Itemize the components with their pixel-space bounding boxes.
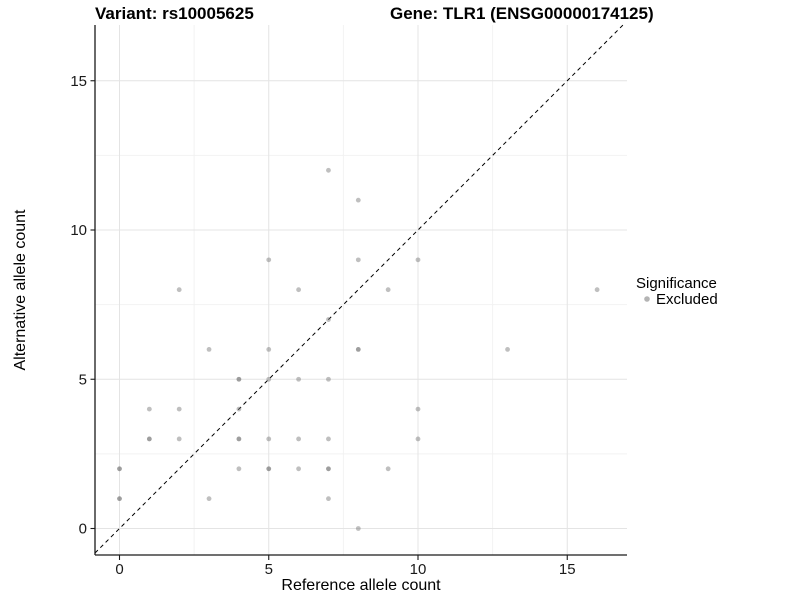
- data-point: [385, 287, 391, 293]
- x-tick-label: 5: [265, 561, 273, 578]
- data-point: [326, 167, 331, 173]
- data-point: [266, 376, 272, 382]
- data-point: [146, 406, 152, 412]
- x-tick-label: 15: [559, 561, 576, 578]
- data-point: [505, 347, 510, 352]
- data-point: [326, 496, 331, 502]
- y-tick-label: 0: [79, 521, 87, 538]
- x-axis-title: Reference allele count: [281, 577, 441, 594]
- data-point: [296, 436, 301, 442]
- legend-title: Significance: [636, 275, 717, 292]
- data-point: [236, 406, 242, 412]
- data-point: [326, 436, 331, 442]
- data-point: [415, 406, 421, 412]
- axes-layer: [94, 25, 627, 556]
- y-tick-label: 15: [70, 73, 87, 90]
- y-tick-label: 10: [70, 222, 87, 239]
- legend-key-dot: [644, 296, 650, 302]
- y-axis-title: Alternative allele count: [12, 209, 29, 371]
- x-tick-label: 0: [115, 561, 123, 578]
- legend: Significance Excluded: [636, 275, 718, 308]
- data-point: [146, 436, 152, 442]
- data-point: [355, 257, 361, 263]
- data-point: [326, 466, 331, 472]
- variant-title: Variant: rs10005625: [95, 4, 254, 23]
- data-point: [206, 347, 212, 352]
- data-point: [296, 376, 301, 382]
- data-point: [117, 496, 122, 502]
- identity-line-layer: [94, 24, 624, 554]
- data-point: [266, 347, 272, 352]
- x-tick-label: 10: [410, 561, 427, 578]
- data-point: [236, 376, 242, 382]
- data-point: [385, 466, 391, 472]
- identity-line: [94, 24, 624, 554]
- points-layer: [117, 167, 600, 531]
- data-point: [355, 197, 361, 203]
- data-point: [176, 287, 182, 293]
- data-point: [266, 466, 272, 472]
- data-point: [415, 436, 421, 442]
- data-point: [296, 287, 301, 293]
- data-point: [266, 257, 272, 263]
- data-point: [266, 436, 272, 442]
- data-point: [326, 376, 331, 382]
- minor-gridlines-layer: [95, 25, 627, 555]
- data-point: [355, 526, 361, 531]
- gene-title: Gene: TLR1 (ENSG00000174125): [390, 4, 654, 23]
- data-point: [176, 436, 182, 442]
- data-point: [326, 317, 331, 322]
- data-point: [117, 466, 122, 472]
- y-tick-label: 5: [79, 371, 87, 388]
- data-point: [296, 466, 301, 472]
- tick-marks-layer: [90, 80, 568, 560]
- data-point: [176, 406, 182, 412]
- data-point: [206, 496, 212, 502]
- data-point: [415, 257, 421, 263]
- data-point: [594, 287, 600, 293]
- data-point: [236, 466, 242, 472]
- legend-item-label: Excluded: [656, 291, 718, 308]
- data-point: [355, 347, 361, 352]
- tick-labels-layer: 0 5 10 15 0 5 10 15: [70, 73, 575, 578]
- data-point: [236, 436, 242, 442]
- major-gridlines-layer: [95, 25, 627, 555]
